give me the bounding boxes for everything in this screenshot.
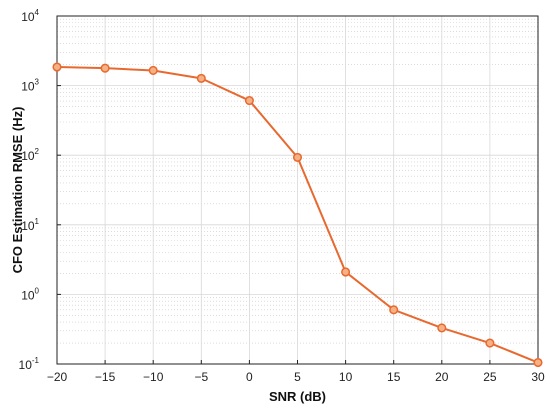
series-layer (52, 62, 543, 368)
x-tick-label: 15 (387, 370, 401, 384)
x-tick-label: 0 (246, 370, 253, 384)
y-tick-label: 104 (21, 8, 39, 24)
x-tick-label: −5 (194, 370, 208, 384)
data-point-marker (389, 305, 399, 315)
data-point-marker (341, 267, 351, 277)
data-point-marker (100, 63, 110, 73)
x-tick-label: −10 (143, 370, 164, 384)
data-point-marker (533, 357, 543, 368)
y-axis-ticks: 10-1 100 101 102 103 104 (19, 8, 61, 372)
y-tick-label: 101 (21, 217, 39, 233)
data-point-marker (52, 62, 62, 72)
data-point-marker (148, 65, 158, 76)
y-tick-label: 100 (21, 286, 39, 302)
x-tick-label: −20 (47, 370, 68, 384)
x-tick-label: −15 (95, 370, 116, 384)
y-tick-label: 10-1 (19, 356, 40, 372)
x-tick-label: 10 (339, 370, 353, 384)
y-axis-label: CFO Estimation RMSE (Hz) (10, 107, 25, 274)
x-tick-label: 20 (435, 370, 449, 384)
data-point-marker (196, 73, 206, 83)
data-point-marker (437, 323, 447, 333)
y-tick-label: 102 (21, 147, 39, 163)
x-tick-label: 5 (294, 370, 301, 384)
data-point-marker (485, 338, 495, 348)
y-tick-label: 103 (21, 78, 39, 94)
x-axis-label: SNR (dB) (269, 389, 326, 404)
x-axis-ticks: −20 −15 −10 −5 0 5 10 15 20 25 30 (47, 360, 545, 384)
x-tick-label: 25 (483, 370, 497, 384)
x-tick-label: 30 (531, 370, 545, 384)
data-point-marker (292, 152, 303, 162)
data-point-marker (244, 95, 254, 106)
